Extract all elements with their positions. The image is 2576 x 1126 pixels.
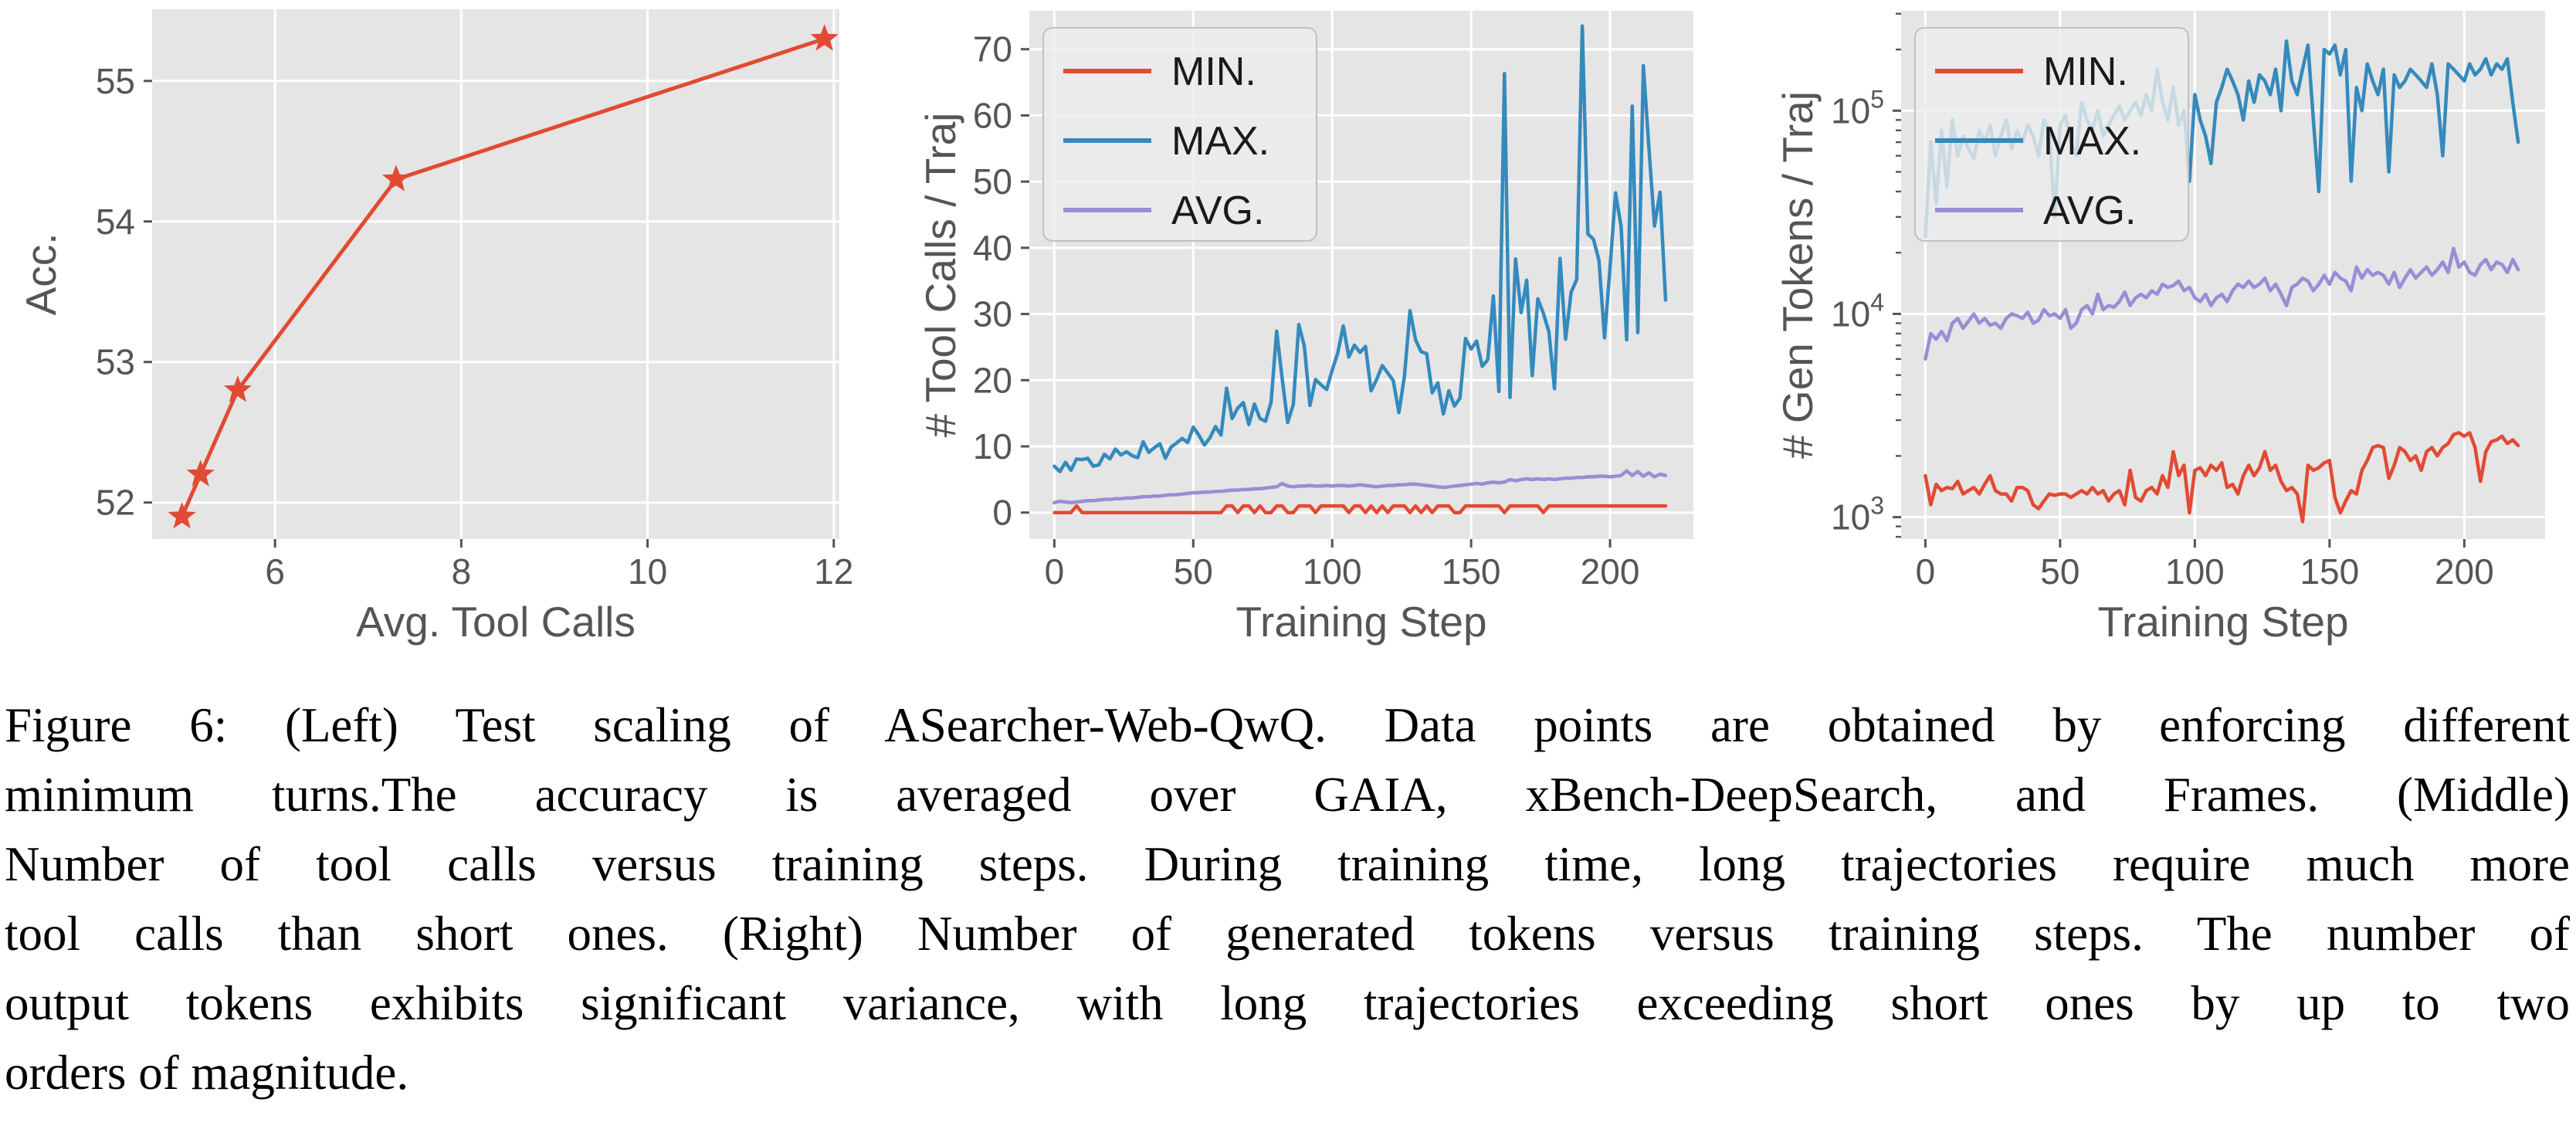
tool-calls-y-tick-label: 10 [973, 426, 1012, 466]
caption-line: minimum turns.The accuracy is averaged o… [5, 768, 2570, 822]
gen-tokens-x-tick-label: 100 [2165, 551, 2225, 592]
tool-calls-y-tick-label: 20 [973, 360, 1012, 400]
gen-tokens-x-tick-label: 200 [2435, 551, 2494, 592]
tool-calls-legend-label: MAX. [1171, 119, 1269, 164]
tool-calls-y-tick-label: 70 [973, 29, 1012, 70]
tool-calls-x-tick-label: 50 [1174, 551, 1213, 592]
tool-calls-y-tick-label: 40 [973, 228, 1012, 268]
gen-tokens-ticks [1893, 12, 2466, 548]
test-scaling-ticks [144, 80, 836, 548]
test-scaling-xlabel: Avg. Tool Calls [356, 598, 636, 646]
test-scaling-marker-star [223, 375, 252, 402]
test-scaling-marker-star [810, 24, 839, 51]
tool-calls-legend-label: MIN. [1171, 49, 1256, 94]
tool-calls-ylabel: # Tool Calls / Traj [917, 113, 964, 438]
gen-tokens-line-avg [1924, 246, 2520, 361]
chart-test-scaling: 6 8 10 12 52 53 54 55 Avg. Tool Calls Acc. [17, 9, 853, 646]
test-scaling-y-tick-label: 53 [96, 342, 135, 382]
tool-calls-line-max [1052, 24, 1668, 473]
tool-calls-x-tick-label: 200 [1581, 551, 1640, 592]
tool-calls-xlabel: Training Step [1235, 598, 1486, 646]
tool-calls-legend-label: AVG. [1171, 188, 1264, 233]
gen-tokens-y-tick-label: 104 [1831, 288, 1884, 334]
tool-calls-y-tick-label: 0 [992, 493, 1012, 533]
tool-calls-y-tick-label: 30 [973, 294, 1012, 334]
test-scaling-x-tick-label: 10 [628, 551, 667, 592]
caption-line: Number of tool calls versus training ste… [5, 837, 2570, 891]
gen-tokens-line-min [1924, 431, 2520, 524]
gen-tokens-legend: MIN. MAX. AVG. [1914, 27, 2189, 242]
gen-tokens-legend-box [1914, 27, 2189, 242]
test-scaling-marker-star [381, 164, 410, 192]
gen-tokens-x-tick-label: 150 [2300, 551, 2359, 592]
tool-calls-legend: MIN. MAX. AVG. [1042, 27, 1317, 242]
tool-calls-series-group [1052, 24, 1668, 514]
caption-line: Figure 6: (Left) Test scaling of ASearch… [5, 698, 2570, 752]
gen-tokens-legend-label: MIN. [2043, 49, 2128, 94]
tool-calls-ticks [1021, 48, 1612, 548]
gen-tokens-x-tick-label: 0 [1916, 551, 1936, 592]
caption-line: output tokens exhibits significant varia… [5, 976, 2570, 1030]
gen-tokens-xlabel: Training Step [2097, 598, 2348, 646]
tool-calls-y-tick-label: 50 [973, 161, 1012, 202]
caption-line: tool calls than short ones. (Right) Numb… [5, 907, 2570, 961]
tool-calls-x-tick-label: 100 [1303, 551, 1362, 592]
test-scaling-series-group [168, 24, 839, 529]
gen-tokens-ylabel: # Gen Tokens / Traj [1774, 91, 1822, 459]
figure-caption: Figure 6: (Left) Test scaling of ASearch… [5, 690, 2570, 1107]
gen-tokens-y-tick-label: 105 [1831, 85, 1884, 131]
tool-calls-y-tick-label: 60 [973, 95, 1012, 135]
test-scaling-y-tick-label: 52 [96, 483, 135, 523]
gen-tokens-y-tick-label: 103 [1831, 492, 1884, 538]
test-scaling-ylabel: Acc. [17, 233, 65, 316]
tool-calls-x-tick-label: 0 [1045, 551, 1065, 592]
caption-line: orders of magnitude. [5, 1046, 409, 1100]
test-scaling-x-tick-label: 8 [452, 551, 472, 592]
test-scaling-y-tick-label: 55 [96, 61, 135, 101]
test-scaling-x-tick-label: 12 [814, 551, 853, 592]
tool-calls-legend-box [1042, 27, 1317, 242]
tool-calls-x-tick-label: 150 [1442, 551, 1501, 592]
test-scaling-y-tick-label: 54 [96, 202, 135, 242]
gen-tokens-x-tick-label: 50 [2040, 551, 2079, 592]
test-scaling-plot-area [152, 9, 839, 539]
tool-calls-line-avg [1052, 469, 1668, 505]
test-scaling-marker-star [186, 460, 215, 487]
tool-calls-line-min [1052, 504, 1668, 514]
gen-tokens-legend-label: MAX. [2043, 119, 2141, 164]
test-scaling-x-tick-label: 6 [265, 551, 285, 592]
test-scaling-marker-star [168, 501, 196, 529]
gen-tokens-legend-label: AVG. [2043, 188, 2136, 233]
chart-tool-calls: 0 50 100 150 200 0 10 20 30 40 50 60 70 Training Step… [917, 11, 1693, 646]
chart-gen-tokens: 0 50 100 150 200 103 104 105 Training Step # Gen … [1774, 11, 2545, 646]
